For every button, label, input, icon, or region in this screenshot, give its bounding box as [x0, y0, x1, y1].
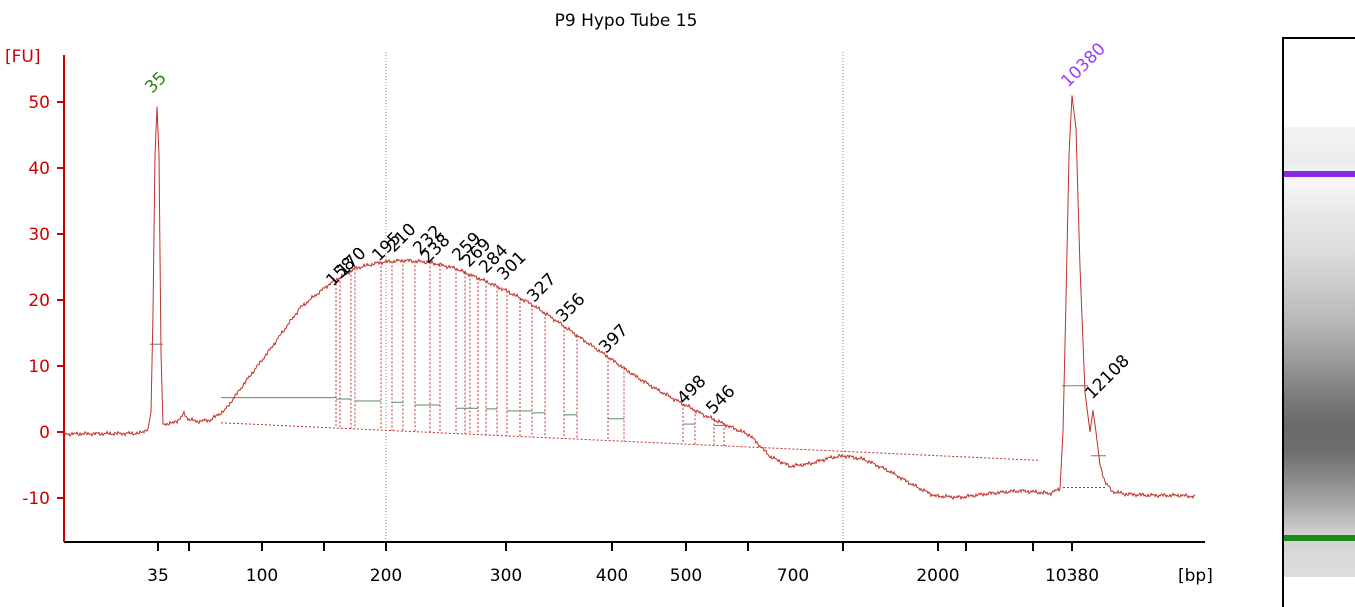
signal-trace [63, 95, 1196, 501]
peak-size-label: 327 [523, 269, 560, 306]
virtual-gel-lane [1282, 37, 1355, 607]
x-tick-label: 400 [596, 566, 628, 586]
x-tick-label: 700 [777, 566, 809, 586]
signal-line [63, 95, 1196, 501]
marker-peak-label: 10380 [1057, 39, 1109, 91]
x-tick-label: 2000 [916, 566, 959, 586]
lower-marker-band [1284, 535, 1355, 541]
x-axis-label: [bp] [1178, 566, 1213, 586]
y-axis: -10 0 10 20 30 40 50 [22, 55, 65, 542]
y-tick-label: 0 [39, 423, 50, 443]
upper-marker-band [1284, 171, 1355, 177]
x-tick-label: 500 [670, 566, 702, 586]
peak-labels: 35 10380158170195210232238259269284301327… [141, 39, 1133, 418]
chart-title: P9 Hypo Tube 15 [555, 11, 698, 31]
x-tick-label: 35 [147, 566, 169, 586]
y-tick-label: 40 [28, 159, 50, 179]
gel-smear [1284, 127, 1355, 577]
peak-size-label: 12108 [1081, 351, 1133, 403]
x-axis: 35 100 200 300 400 500 700 2000 10380 [64, 541, 1205, 586]
x-tick-label: 10380 [1045, 566, 1099, 586]
marker-peak-label: 35 [141, 68, 170, 97]
y-tick-label: 10 [28, 357, 50, 377]
x-tick-label: 100 [246, 566, 278, 586]
gridlines [385, 52, 844, 542]
y-axis-label: [FU] [5, 47, 41, 67]
smear-baseline [220, 422, 1041, 461]
y-tick-label: 50 [28, 93, 50, 113]
peak-integration-areas [150, 260, 1106, 488]
x-tick-label: 300 [490, 566, 522, 586]
y-tick-label: 20 [28, 291, 50, 311]
electropherogram-plot: P9 Hypo Tube 15 [FU] [bp] -10 0 10 20 30 40 50… [5, 11, 1213, 586]
x-tick-label: 200 [370, 566, 402, 586]
y-tick-label: 30 [28, 225, 50, 245]
y-tick-label: -10 [22, 489, 50, 509]
